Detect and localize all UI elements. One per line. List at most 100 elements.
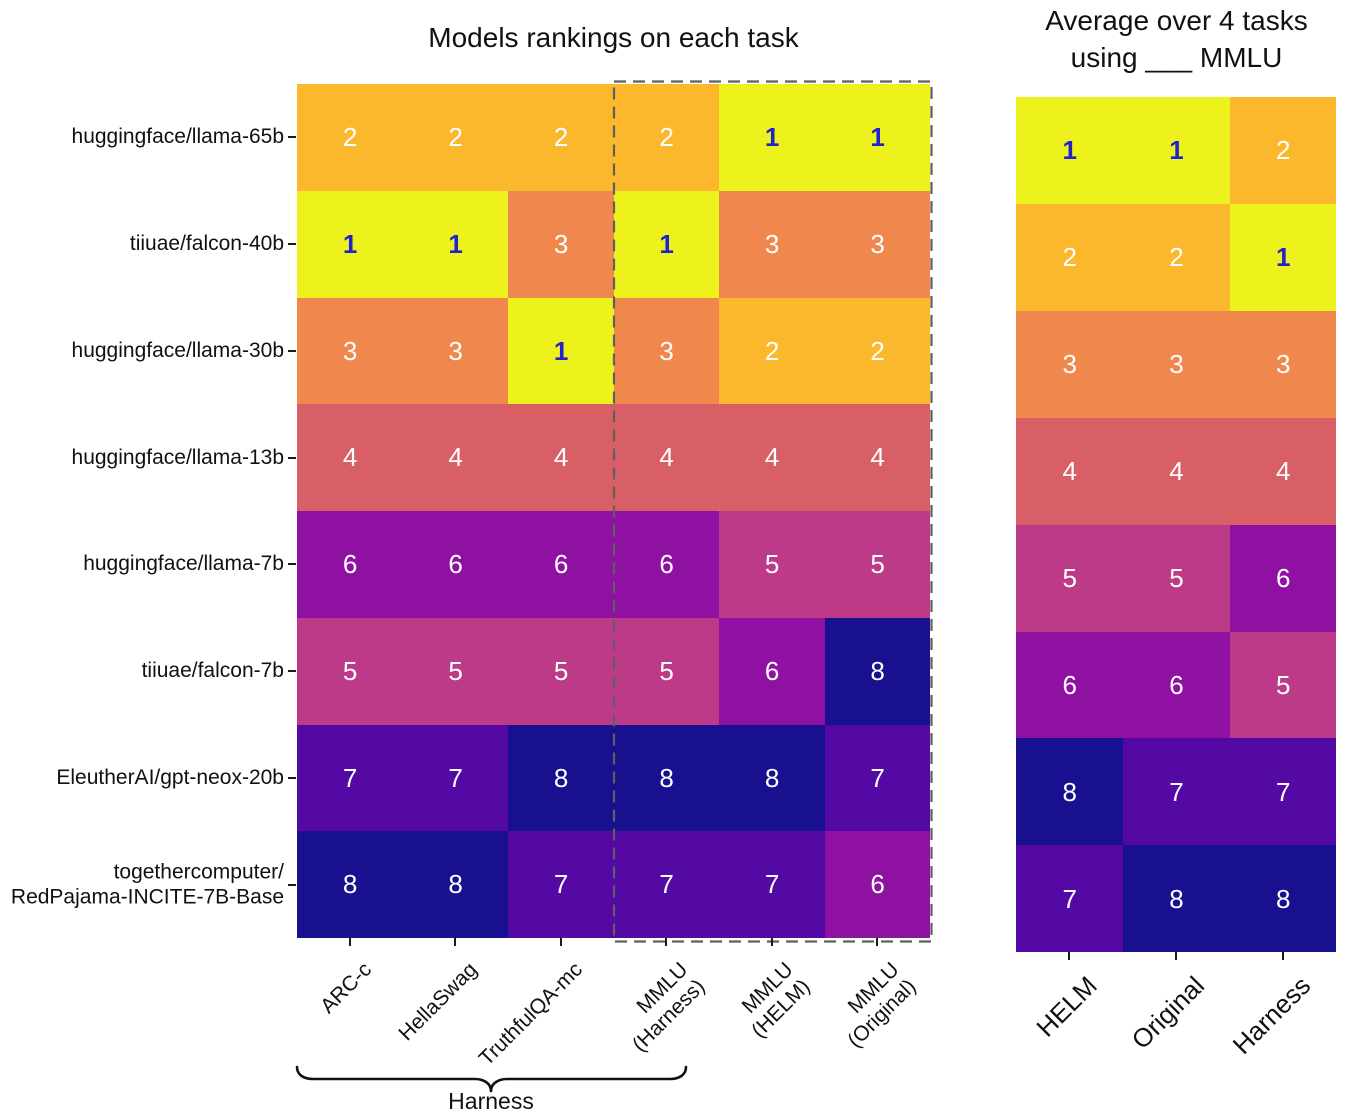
heatmap-cell: 4 <box>824 404 930 512</box>
right-chart-title-line2: using ___ MMLU <box>1070 41 1283 73</box>
x-tick-label: MMLU (Harness) <box>611 958 709 1056</box>
heatmap-cell: 6 <box>402 511 509 619</box>
heatmap-cell: 6 <box>297 511 404 619</box>
heatmap-cell: 3 <box>297 297 404 405</box>
heatmap-cell: 8 <box>1229 845 1337 953</box>
x-tick <box>770 938 773 946</box>
heatmap-cell: 4 <box>719 404 826 512</box>
y-tick-label-line: EleutherAI/gpt-neox-20b <box>56 766 284 790</box>
right-chart-title-line1: Average over 4 tasks <box>1045 5 1308 36</box>
heatmap-cell: 7 <box>613 831 720 938</box>
heatmap-cell: 5 <box>1229 631 1337 739</box>
y-tick <box>288 136 296 139</box>
heatmap-cell: 5 <box>1122 524 1231 633</box>
heatmap-cell: 2 <box>297 84 404 192</box>
heatmap-cell: 7 <box>719 831 826 938</box>
x-tick <box>1282 952 1284 960</box>
y-tick-label: togethercomputer/RedPajama-INCITE-7B-Bas… <box>11 859 284 910</box>
heatmap-cell: 1 <box>508 297 615 405</box>
heatmap-cell: 4 <box>1016 417 1124 526</box>
heatmap-cell: 1 <box>297 190 404 299</box>
heatmap-cell: 2 <box>1122 203 1231 312</box>
heatmap-cell: 4 <box>1229 417 1337 526</box>
x-tick <box>876 938 879 946</box>
x-tick-label: ARC-c <box>316 958 376 1018</box>
heatmap-cell: 2 <box>719 297 826 405</box>
heatmap-cell: 4 <box>297 404 404 512</box>
x-tick <box>559 938 562 946</box>
y-tick <box>288 563 296 566</box>
heatmap-cell: 8 <box>1016 738 1124 846</box>
heatmap-cell: 4 <box>402 404 509 512</box>
heatmap-cell: 8 <box>1122 845 1231 953</box>
heatmap-cell: 5 <box>297 617 404 726</box>
y-tick <box>288 883 296 886</box>
heatmap-cell: 6 <box>719 617 826 726</box>
right-chart-title: Average over 4 tasks using ___ MMLU <box>1016 3 1337 77</box>
x-tick-label: Original <box>1125 970 1210 1055</box>
y-tick-label-line: tiiuae/falcon-7b <box>141 659 284 683</box>
heatmap-cell: 8 <box>297 831 404 938</box>
heatmap-cell: 8 <box>719 724 826 832</box>
y-tick-label: huggingface/llama-13b <box>72 445 284 471</box>
x-tick-label-line: Harness <box>1226 970 1317 1060</box>
y-tick-label-line: huggingface/llama-7b <box>83 552 284 576</box>
heatmap-cell: 5 <box>719 511 826 619</box>
x-tick <box>665 938 668 946</box>
x-tick-label: MMLU (HELM) <box>731 958 815 1042</box>
heatmap-cell: 1 <box>1229 203 1337 312</box>
x-tick-label-line: TruthfulQA-mc <box>474 958 588 1071</box>
heatmap-cell: 3 <box>508 190 615 299</box>
heatmap-cell: 6 <box>824 831 930 938</box>
heatmap-cell: 4 <box>508 404 615 512</box>
y-tick <box>288 456 296 459</box>
heatmap-cell: 5 <box>1016 524 1124 633</box>
heatmap-cell: 1 <box>613 190 720 299</box>
heatmap-cell: 2 <box>1229 97 1337 205</box>
y-tick-label-line: togethercomputer/ <box>113 860 284 884</box>
x-tick <box>454 938 457 946</box>
heatmap-cell: 3 <box>402 297 509 405</box>
heatmap-cell: 8 <box>508 724 615 832</box>
heatmap-cell: 6 <box>508 511 615 619</box>
x-tick-label-line: HellaSwag <box>394 958 482 1046</box>
heatmap-cell: 6 <box>1229 524 1337 633</box>
x-tick-label-line: Original <box>1125 970 1210 1055</box>
x-tick <box>1175 952 1178 960</box>
y-tick-label: tiiuae/falcon-40b <box>130 231 284 257</box>
x-tick-label: Harness <box>1226 970 1317 1060</box>
heatmap-cell: 7 <box>508 831 615 938</box>
heatmap-cell: 7 <box>1122 738 1231 846</box>
y-tick-label-line: huggingface/llama-13b <box>71 445 284 469</box>
heatmap-cell: 7 <box>824 724 930 832</box>
y-tick-label: huggingface/llama-7b <box>83 552 284 578</box>
y-tick-label: EleutherAI/gpt-neox-20b <box>56 765 284 791</box>
heatmap-cell: 8 <box>402 831 509 938</box>
heatmap-cell: 7 <box>402 724 509 832</box>
y-tick-label: huggingface/llama-65b <box>72 125 284 151</box>
y-tick <box>288 349 296 352</box>
heatmap-cell: 3 <box>1122 310 1231 419</box>
x-tick-label: HELM <box>1030 970 1103 1043</box>
x-tick-label: HellaSwag <box>394 958 482 1046</box>
heatmap-cell: 2 <box>824 297 930 405</box>
heatmap-cell: 3 <box>1016 310 1124 419</box>
y-tick-label-line: huggingface/llama-65b <box>71 125 284 149</box>
y-tick-label: huggingface/llama-30b <box>72 338 284 364</box>
y-tick-label: tiiuae/falcon-7b <box>142 658 284 684</box>
harness-brace-label: Harness <box>448 1088 534 1112</box>
x-tick <box>348 938 351 946</box>
x-tick-label-line: HELM <box>1030 970 1103 1043</box>
heatmap-cell: 1 <box>824 84 930 192</box>
heatmap-cell: 5 <box>508 617 615 726</box>
heatmap-cell: 4 <box>1122 417 1231 526</box>
heatmap-cell: 7 <box>297 724 404 832</box>
left-chart-title: Models rankings on each task <box>428 22 799 53</box>
heatmap-cell: 2 <box>613 84 720 192</box>
heatmap-cell: 4 <box>613 404 720 512</box>
heatmap-cell: 7 <box>1016 845 1124 953</box>
heatmap-cell: 2 <box>508 84 615 192</box>
heatmap-cell: 8 <box>824 617 930 726</box>
